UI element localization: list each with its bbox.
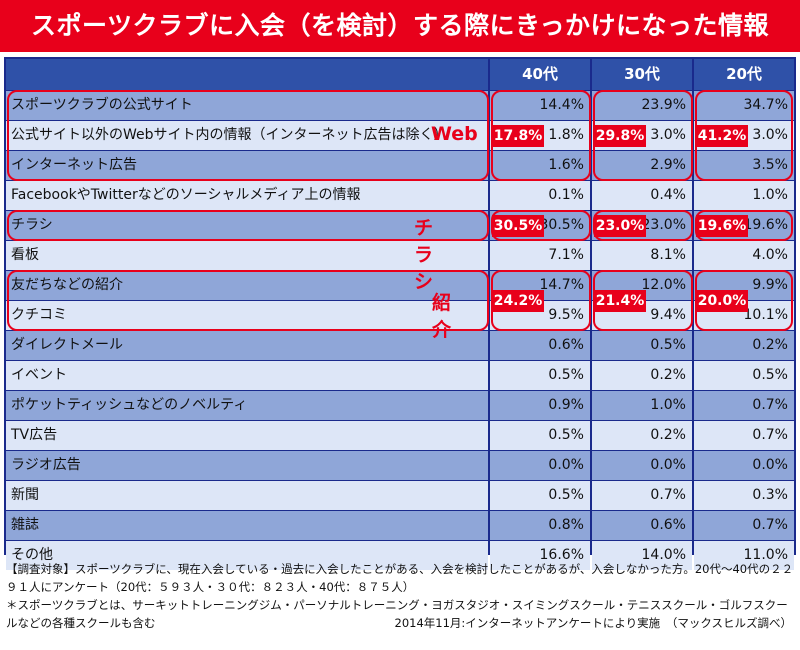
footnote: 【調査対象】スポーツクラブに、現在入会している・過去に入会したことがある、入会を… bbox=[6, 560, 796, 632]
row-label: FacebookやTwitterなどのソーシャルメディア上の情報 bbox=[6, 181, 488, 210]
survey-credit: 2014年11月:インターネットアンケートにより実施 （マックスヒルズ調べ） bbox=[394, 616, 793, 630]
data-table: 40代 30代 20代スポーツクラブの公式サイト 14.4% 23.9% 34.7% 公式サ… bbox=[4, 57, 796, 570]
value-cell: 1.0% bbox=[592, 391, 692, 420]
group-outline bbox=[7, 210, 489, 241]
value-cell: 0.5% bbox=[490, 421, 590, 450]
group-label: Web bbox=[431, 122, 478, 145]
row-label: 公式サイト以外のWebサイト内の情報（インターネット広告は除く） bbox=[6, 121, 488, 150]
chart-title: スポーツクラブに入会（を検討）する際にきっかけになった情報 bbox=[0, 0, 800, 52]
row-label: ポケットティッシュなどのノベルティ bbox=[6, 391, 488, 420]
value-cell: 0.2% bbox=[592, 421, 692, 450]
value-cell: 0.6% bbox=[490, 331, 590, 360]
row-label: ラジオ広告 bbox=[6, 451, 488, 480]
value-cell: 0.7% bbox=[694, 391, 794, 420]
group-total-badge: 24.2% bbox=[492, 289, 544, 312]
group-total-badge: 29.8% bbox=[594, 124, 646, 147]
row-label: スポーツクラブの公式サイト bbox=[6, 91, 488, 120]
value-cell: 0.0% bbox=[490, 451, 590, 480]
value-cell: 14.0% bbox=[592, 541, 692, 570]
value-cell: 4.0% bbox=[694, 241, 794, 270]
value-cell: 8.1% bbox=[592, 241, 692, 270]
row-label: TV広告 bbox=[6, 421, 488, 450]
column-header: 40代 bbox=[490, 59, 590, 90]
value-cell: 1.6% bbox=[490, 151, 590, 180]
value-cell: 0.3% bbox=[694, 481, 794, 510]
value-cell: 0.5% bbox=[490, 361, 590, 390]
value-cell: 0.9% bbox=[490, 391, 590, 420]
header-corner bbox=[6, 59, 488, 90]
definition-text: ＊スポーツクラブとは、サーキットトレーニングジム・パーソナルトレーニング・ヨガス… bbox=[6, 598, 788, 630]
value-cell: 16.6% bbox=[490, 541, 590, 570]
value-cell: 0.8% bbox=[490, 511, 590, 540]
value-cell: 0.2% bbox=[592, 361, 692, 390]
row-label: ダイレクトメール bbox=[6, 331, 488, 360]
row-label: 看板 bbox=[6, 241, 488, 270]
value-cell: 23.9% bbox=[592, 91, 692, 120]
column-header: 20代 bbox=[694, 59, 794, 90]
value-cell: 0.2% bbox=[694, 331, 794, 360]
group-total-badge: 19.6% bbox=[696, 214, 748, 237]
column-header: 30代 bbox=[592, 59, 692, 90]
group-total-badge: 23.0% bbox=[594, 214, 646, 237]
value-cell: 0.5% bbox=[490, 481, 590, 510]
group-outline bbox=[7, 90, 489, 181]
definition-note: ＊スポーツクラブとは、サーキットトレーニングジム・パーソナルトレーニング・ヨガス… bbox=[6, 596, 796, 632]
value-cell: 0.7% bbox=[694, 421, 794, 450]
value-cell: 0.5% bbox=[694, 361, 794, 390]
value-cell: 0.4% bbox=[592, 181, 692, 210]
value-cell: 0.0% bbox=[592, 451, 692, 480]
group-outline bbox=[7, 270, 489, 331]
value-cell: 0.0% bbox=[694, 451, 794, 480]
value-cell: 2.9% bbox=[592, 151, 692, 180]
survey-note: 【調査対象】スポーツクラブに、現在入会している・過去に入会したことがある、入会を… bbox=[6, 562, 794, 594]
row-label: チラシ bbox=[6, 211, 488, 240]
row-label: クチコミ bbox=[6, 301, 488, 330]
value-cell: 7.1% bbox=[490, 241, 590, 270]
value-cell: 0.1% bbox=[490, 181, 590, 210]
group-total-badge: 30.5% bbox=[492, 214, 544, 237]
value-cell: 0.6% bbox=[592, 511, 692, 540]
group-label: 紹介 bbox=[432, 291, 452, 341]
value-cell: 11.0% bbox=[694, 541, 794, 570]
value-cell: 1.0% bbox=[694, 181, 794, 210]
value-cell: 34.7% bbox=[694, 91, 794, 120]
group-total-badge: 20.0% bbox=[696, 289, 748, 312]
row-label: 雑誌 bbox=[6, 511, 488, 540]
value-cell: 0.7% bbox=[592, 481, 692, 510]
value-cell: 0.7% bbox=[694, 511, 794, 540]
row-label: その他 bbox=[6, 541, 488, 570]
row-label: 新聞 bbox=[6, 481, 488, 510]
row-label: 友だちなどの紹介 bbox=[6, 271, 488, 300]
value-cell: 14.4% bbox=[490, 91, 590, 120]
group-total-badge: 17.8% bbox=[492, 124, 544, 147]
row-label: インターネット広告 bbox=[6, 151, 488, 180]
value-cell: 3.5% bbox=[694, 151, 794, 180]
group-label: チラシ bbox=[414, 216, 434, 293]
row-label: イベント bbox=[6, 361, 488, 390]
value-cell: 0.5% bbox=[592, 331, 692, 360]
group-total-badge: 21.4% bbox=[594, 289, 646, 312]
group-total-badge: 41.2% bbox=[696, 124, 748, 147]
